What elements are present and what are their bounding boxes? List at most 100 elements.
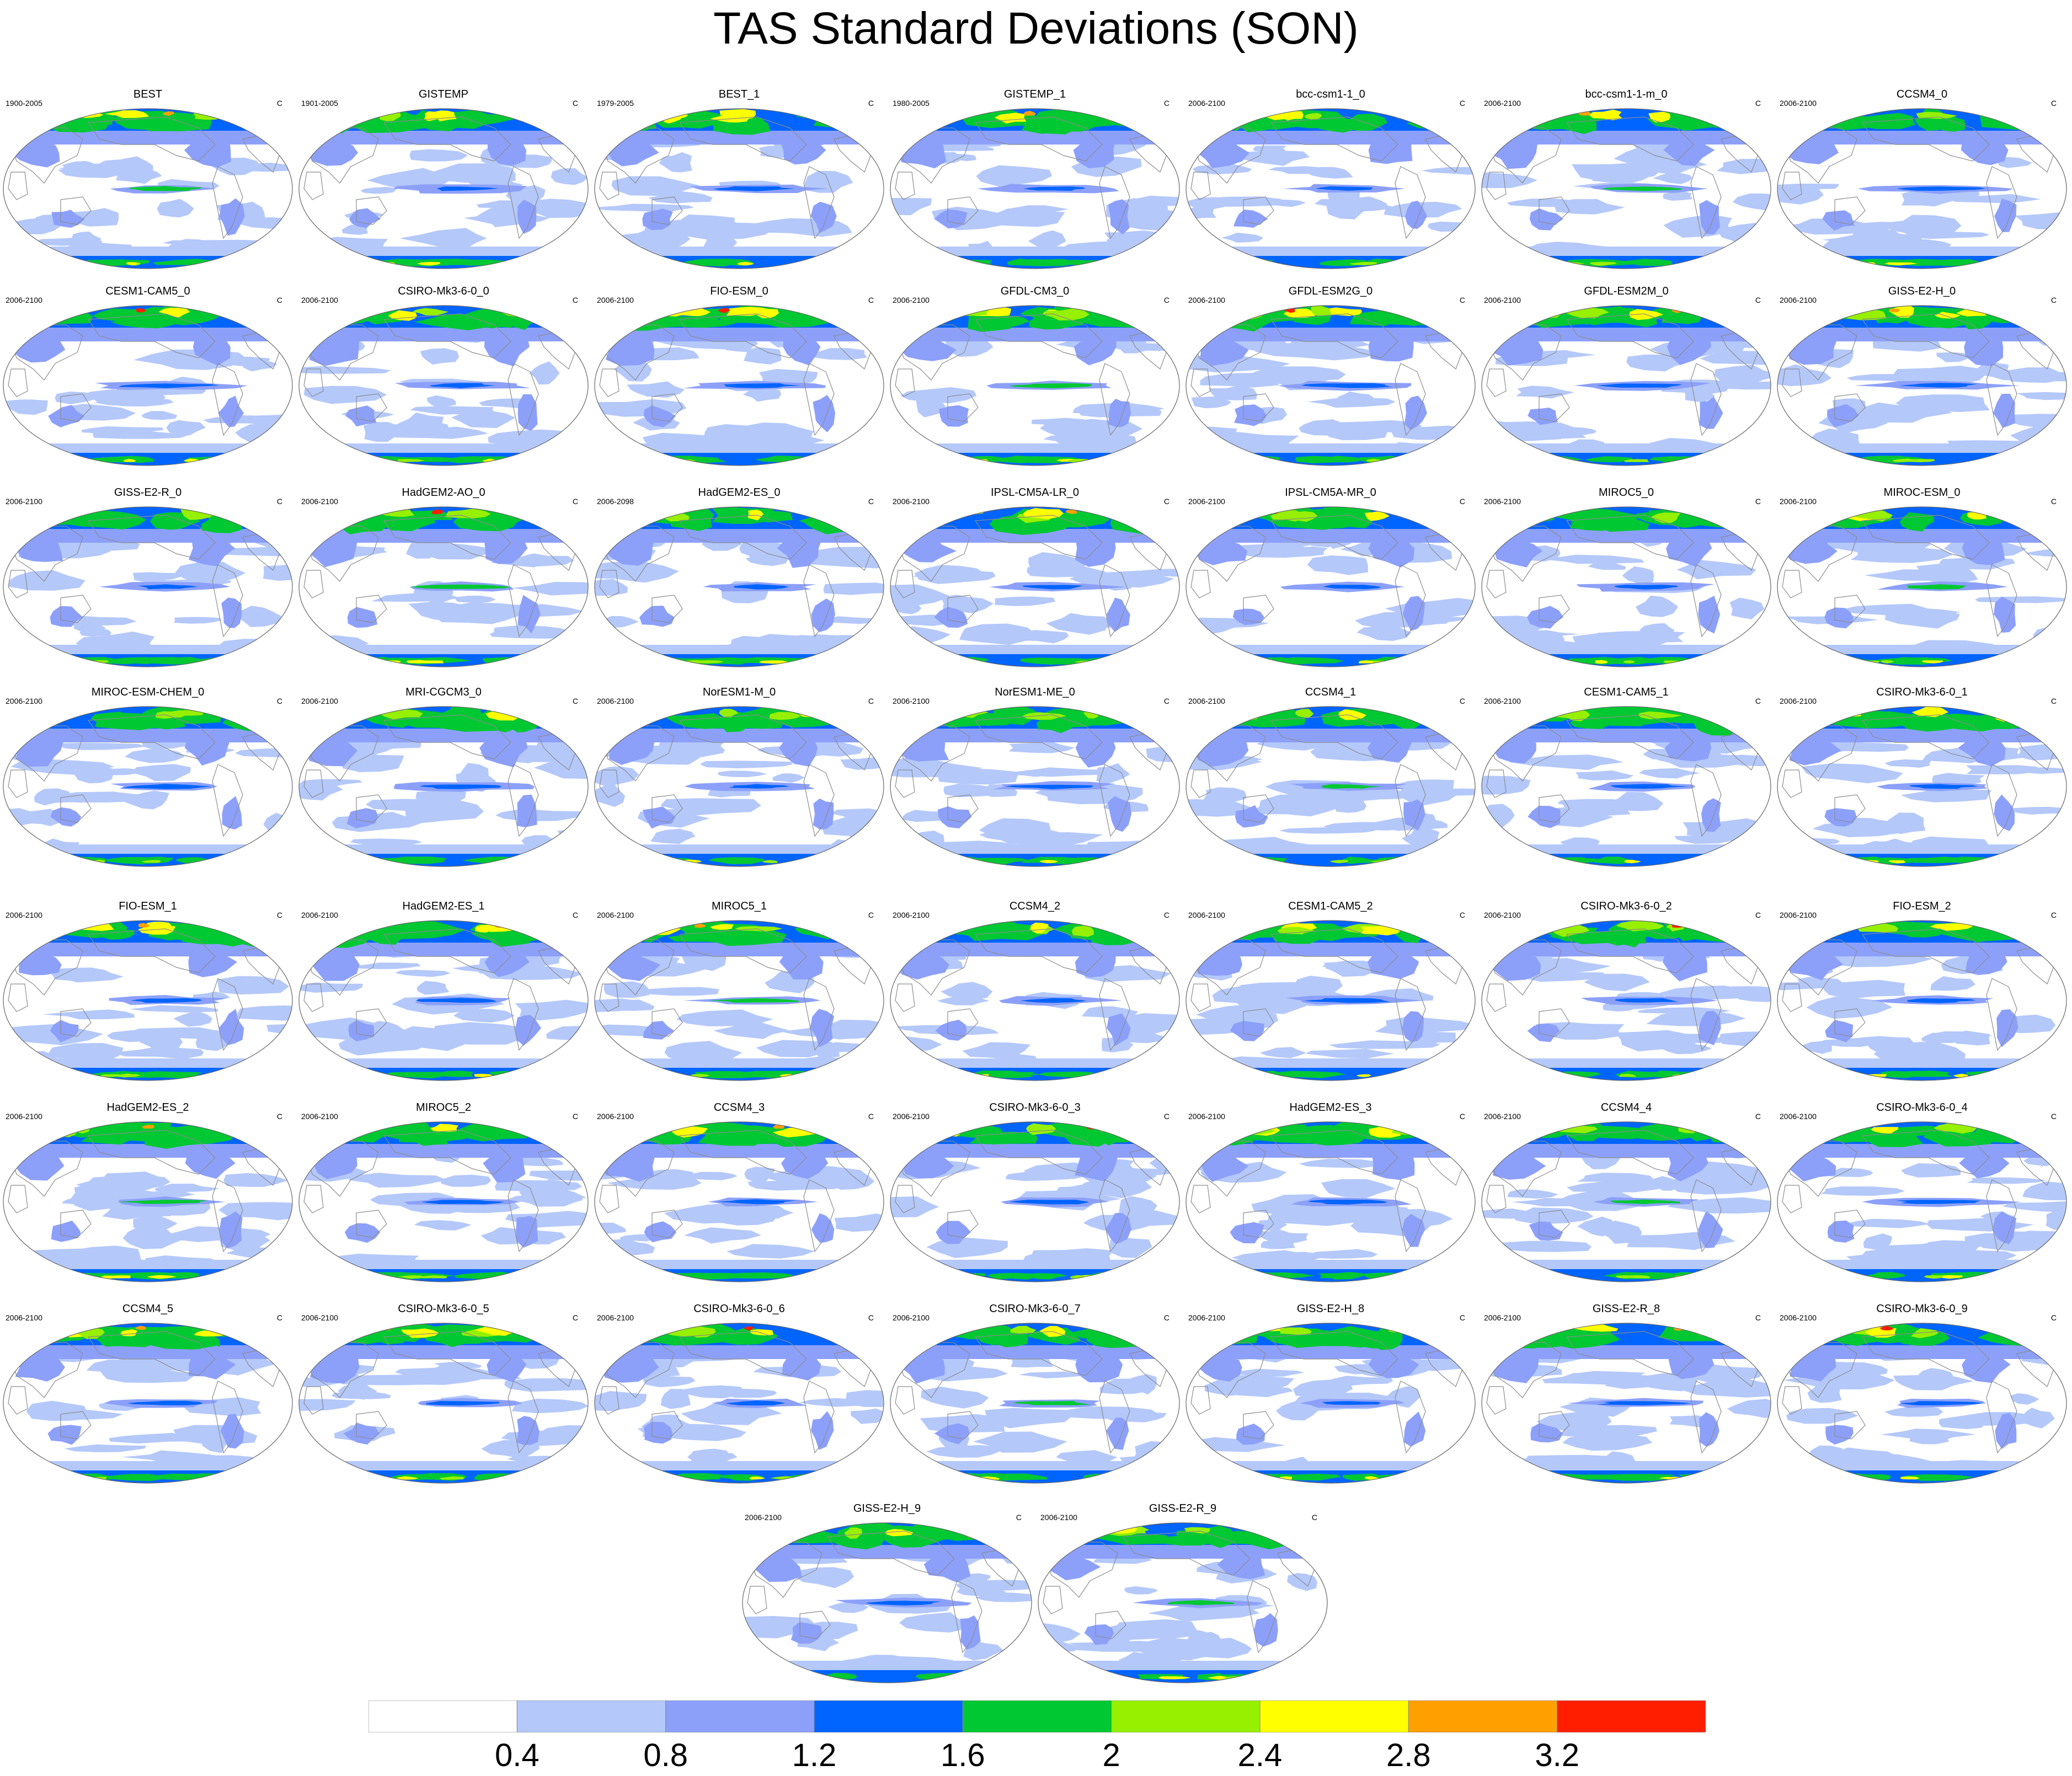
panel-years: 2006-2100 (1484, 1112, 1521, 1121)
panel-units: C (1163, 497, 1169, 506)
globe-map (298, 506, 589, 667)
map-panel: GISS-E2-H_0 2006-2100 C (1774, 284, 2070, 470)
colorbar-labels: 0.4 0.8 1.2 1.6 2 2.4 2.8 3.2 (0, 1737, 2072, 1776)
panel-years: 2006-2100 (6, 296, 42, 304)
map-panel: MIROC5_2 2006-2100 C (296, 1100, 591, 1286)
panel-title: CCSM4_0 (1896, 88, 1948, 100)
map-panel: HadGEM2-ES_0 2006-2098 C (591, 485, 887, 671)
map-panel: CESM1-CAM5_2 2006-2100 C (1183, 899, 1478, 1085)
map-panel: IPSL-CM5A-LR_0 2006-2100 C (887, 485, 1183, 671)
panel-years: 2006-2100 (597, 911, 634, 919)
panel-title: CSIRO-Mk3-6-0_3 (989, 1101, 1081, 1114)
panel-title: BEST_1 (718, 88, 760, 100)
map-panel: NorESM1-M_0 2006-2100 C (591, 685, 887, 871)
panel-years: 2006-2100 (1188, 296, 1225, 304)
panel-units: C (1755, 1313, 1761, 1322)
panel-title: CSIRO-Mk3-6-0_0 (398, 285, 489, 297)
panel-title: GISTEMP_1 (1003, 88, 1066, 100)
panel-years: 2006-2100 (1484, 99, 1521, 108)
panel-units: C (1459, 497, 1465, 506)
globe-map (1481, 305, 1771, 466)
globe-map (3, 706, 293, 867)
panel-units: C (2050, 1112, 2057, 1121)
panel-title: FIO-ESM_0 (710, 285, 768, 297)
map-panel: CSIRO-Mk3-6-0_6 2006-2100 C (591, 1302, 887, 1488)
globe-map (298, 1121, 589, 1282)
colorbar-level-label: 2 (1102, 1737, 1120, 1773)
panel-title: GISS-E2-H_9 (853, 1502, 921, 1515)
panel-units: C (1459, 1112, 1465, 1121)
panel-years: 2006-2100 (893, 497, 930, 506)
panel-years: 1979-2005 (597, 99, 634, 108)
colorbar-swatch (1111, 1700, 1261, 1732)
panel-units: C (868, 99, 874, 108)
globe-map (594, 305, 884, 466)
panel-units: C (1459, 296, 1465, 304)
map-panel: MIROC5_1 2006-2100 C (591, 899, 887, 1085)
globe-map (3, 108, 293, 269)
panel-units: C (1755, 497, 1761, 506)
globe-map (298, 706, 589, 867)
map-panel: BEST 1900-2005 C (0, 87, 296, 273)
panel-units: C (276, 1112, 282, 1121)
panel-title: FIO-ESM_2 (1893, 900, 1951, 912)
map-panel: FIO-ESM_2 2006-2100 C (1774, 899, 2070, 1085)
map-panel: MRI-CGCM3_0 2006-2100 C (296, 685, 591, 871)
panel-years: 2006-2100 (597, 296, 634, 304)
map-panel: GISS-E2-R_0 2006-2100 C (0, 485, 296, 671)
panel-units: C (276, 497, 282, 506)
panel-units: C (1163, 697, 1169, 705)
panel-years: 2006-2100 (745, 1513, 782, 1522)
map-panel: CSIRO-Mk3-6-0_0 2006-2100 C (296, 284, 591, 470)
panel-units: C (2050, 497, 2057, 506)
globe-map (298, 1323, 589, 1484)
map-panel: HadGEM2-ES_3 2006-2100 C (1183, 1100, 1478, 1286)
panel-years: 2006-2100 (1780, 99, 1817, 108)
panel-units: C (572, 697, 578, 705)
globe-map (1481, 1323, 1771, 1484)
globe-map (594, 920, 884, 1081)
panel-units: C (572, 911, 578, 919)
panel-years: 2006-2100 (1040, 1513, 1077, 1522)
colorbar-swatch (369, 1700, 517, 1732)
panel-years: 2006-2100 (1484, 296, 1521, 304)
panel-title: IPSL-CM5A-LR_0 (990, 486, 1080, 499)
panel-units: C (276, 1313, 282, 1322)
panel-title: CSIRO-Mk3-6-0_1 (1876, 686, 1968, 698)
globe-map (298, 108, 589, 269)
colorbar-level-label: 1.2 (792, 1737, 837, 1773)
panel-title: CESM1-CAM5_2 (1288, 900, 1373, 912)
panel-title: CCSM4_2 (1009, 900, 1061, 912)
panel-title: GISS-E2-R_8 (1592, 1303, 1660, 1315)
panel-title: CESM1-CAM5_0 (105, 285, 190, 297)
map-panel: CSIRO-Mk3-6-0_9 2006-2100 C (1774, 1302, 2070, 1488)
globe-map (3, 920, 293, 1081)
panel-title: CCSM4_5 (122, 1303, 174, 1315)
panel-years: 2006-2100 (1780, 1112, 1817, 1121)
panel-units: C (572, 99, 578, 108)
globe-map (1185, 108, 1476, 269)
panel-title: HadGEM2-ES_1 (402, 900, 485, 912)
globe-map (298, 305, 589, 466)
panel-units: C (1459, 99, 1465, 108)
panel-title: MIROC-ESM-CHEM_0 (91, 686, 205, 698)
panel-title: CCSM4_3 (713, 1101, 765, 1114)
panel-years: 2006-2100 (893, 697, 930, 705)
panel-years: 2006-2100 (301, 497, 338, 506)
map-panel: GFDL-ESM2G_0 2006-2100 C (1183, 284, 1478, 470)
colorbar-level-label: 3.2 (1535, 1737, 1579, 1773)
globe-map (3, 305, 293, 466)
globe-map (890, 1323, 1180, 1484)
panel-title: CSIRO-Mk3-6-0_4 (1876, 1101, 1968, 1114)
globe-map (1481, 1121, 1771, 1282)
map-panel: CESM1-CAM5_1 2006-2100 C (1478, 685, 1774, 871)
colorbar-swatch (665, 1700, 815, 1732)
panel-title: MIROC5_2 (415, 1101, 472, 1114)
panel-years: 2006-2100 (893, 1313, 930, 1322)
map-panel: CSIRO-Mk3-6-0_4 2006-2100 C (1774, 1100, 2070, 1286)
panel-units: C (1311, 1513, 1317, 1522)
panel-title: HadGEM2-AO_0 (402, 486, 485, 499)
map-panel: MIROC-ESM_0 2006-2100 C (1774, 485, 2070, 671)
globe-map (890, 506, 1180, 667)
panel-years: 2006-2100 (597, 1112, 634, 1121)
